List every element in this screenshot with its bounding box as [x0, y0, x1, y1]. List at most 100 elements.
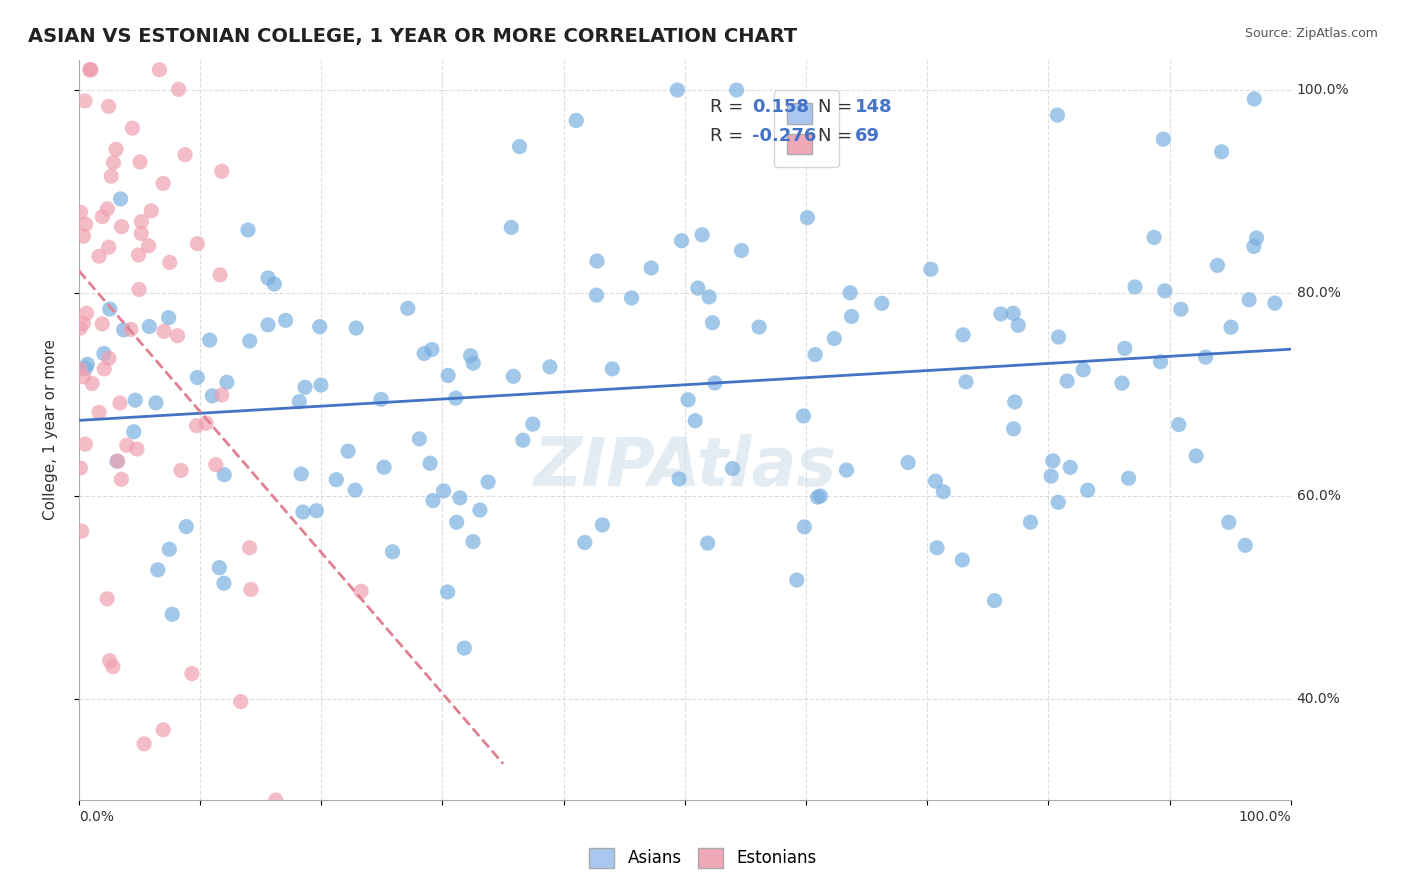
Point: [215, 376, 238, 390]
Point: [162, 607, 184, 622]
Point: [103, 155, 125, 169]
Point: [796, 211, 818, 225]
Text: 69: 69: [855, 128, 880, 145]
Point: [212, 467, 235, 482]
Point: [449, 491, 471, 505]
Point: [437, 368, 460, 383]
Point: [807, 490, 830, 504]
Point: [73, 94, 96, 108]
Point: [1056, 374, 1078, 388]
Point: [640, 260, 662, 275]
Point: [1047, 330, 1070, 344]
Point: [344, 483, 367, 497]
Point: [565, 113, 588, 128]
Point: [97, 240, 120, 254]
Point: [75, 437, 97, 451]
Point: [75, 361, 97, 376]
Point: [950, 553, 973, 567]
Point: [793, 520, 815, 534]
Point: [1111, 376, 1133, 391]
Point: [110, 192, 132, 206]
Point: [152, 177, 174, 191]
Point: [1002, 422, 1025, 436]
Point: [115, 438, 138, 452]
Point: [257, 271, 280, 285]
Point: [291, 505, 314, 519]
Point: [1234, 538, 1257, 552]
Point: [110, 472, 132, 486]
Point: [138, 319, 160, 334]
Point: [79, 62, 101, 77]
Point: [93, 362, 115, 376]
Point: [105, 454, 128, 468]
Point: [344, 321, 367, 335]
Point: [1071, 363, 1094, 377]
Point: [501, 220, 523, 235]
Point: [174, 147, 197, 161]
Legend: Asians, Estonians: Asians, Estonians: [582, 841, 824, 875]
Text: ASIAN VS ESTONIAN COLLEGE, 1 YEAR OR MORE CORRELATION CHART: ASIAN VS ESTONIAN COLLEGE, 1 YEAR OR MOR…: [28, 27, 797, 45]
Point: [91, 210, 114, 224]
Point: [460, 349, 482, 363]
Point: [955, 375, 977, 389]
Point: [1007, 318, 1029, 333]
Text: Source: ZipAtlas.com: Source: ZipAtlas.com: [1244, 27, 1378, 40]
Point: [96, 202, 118, 216]
Point: [98, 654, 121, 668]
Text: ZIPAtlas: ZIPAtlas: [533, 434, 837, 500]
Point: [141, 203, 163, 218]
Point: [186, 236, 208, 251]
Point: [239, 334, 262, 348]
Point: [1059, 460, 1081, 475]
Point: [786, 573, 808, 587]
Point: [170, 463, 193, 477]
Point: [157, 310, 180, 325]
Point: [432, 483, 454, 498]
Point: [1123, 280, 1146, 294]
Point: [69, 321, 91, 335]
Text: -0.276: -0.276: [752, 128, 817, 145]
Point: [112, 323, 135, 337]
Text: R =: R =: [710, 98, 749, 116]
Point: [138, 239, 160, 253]
Point: [835, 463, 858, 477]
Point: [264, 793, 287, 807]
Point: [1152, 132, 1174, 146]
Point: [208, 268, 231, 282]
Point: [420, 343, 443, 357]
Point: [229, 694, 252, 708]
Point: [72, 316, 94, 330]
Point: [208, 560, 231, 574]
Point: [413, 346, 436, 360]
Point: [180, 666, 202, 681]
Point: [683, 414, 706, 428]
Point: [125, 442, 148, 456]
Point: [69, 362, 91, 376]
Y-axis label: College, 1 year or more: College, 1 year or more: [44, 339, 58, 520]
Point: [239, 582, 262, 597]
Point: [671, 234, 693, 248]
Point: [408, 432, 430, 446]
Point: [436, 585, 458, 599]
Point: [1220, 320, 1243, 334]
Point: [1237, 293, 1260, 307]
Point: [952, 327, 974, 342]
Point: [666, 83, 689, 97]
Point: [804, 348, 827, 362]
Point: [509, 139, 531, 153]
Text: R =: R =: [710, 128, 749, 145]
Point: [153, 324, 176, 338]
Point: [157, 542, 180, 557]
Point: [1246, 231, 1268, 245]
Point: [920, 262, 942, 277]
Point: [370, 392, 392, 407]
Point: [676, 392, 699, 407]
Point: [128, 282, 150, 296]
Point: [91, 317, 114, 331]
Point: [70, 524, 93, 538]
Point: [101, 659, 124, 673]
Text: 60.0%: 60.0%: [1296, 489, 1341, 503]
Point: [159, 255, 181, 269]
Point: [373, 460, 395, 475]
Point: [212, 576, 235, 591]
